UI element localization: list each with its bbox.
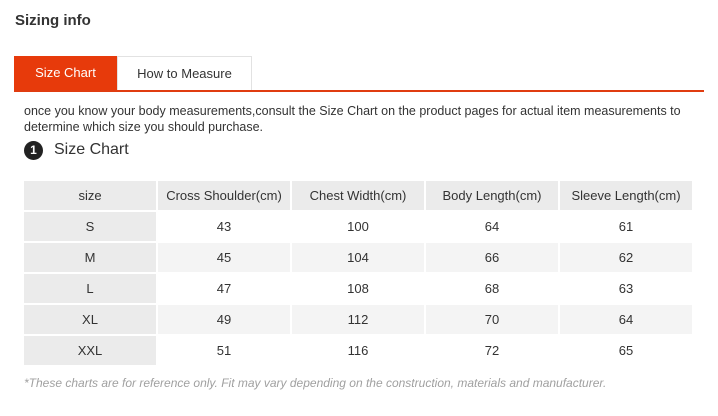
table-cell: 51: [158, 336, 290, 365]
size-cell: XXL: [24, 336, 156, 365]
column-header-cross-shoulder: Cross Shoulder(cm): [158, 181, 290, 210]
table-cell: 64: [560, 305, 692, 334]
size-cell: S: [24, 212, 156, 241]
table-row: XL 49 112 70 64: [24, 305, 692, 334]
tab-bar: Size Chart How to Measure: [14, 56, 704, 92]
table-cell: 72: [426, 336, 558, 365]
table-cell: 104: [292, 243, 424, 272]
table-cell: 62: [560, 243, 692, 272]
table-header-row: size Cross Shoulder(cm) Chest Width(cm) …: [24, 181, 692, 210]
table-cell: 70: [426, 305, 558, 334]
column-header-sleeve-length: Sleeve Length(cm): [560, 181, 692, 210]
size-cell: M: [24, 243, 156, 272]
section-title: Sizing info: [15, 12, 91, 29]
table-cell: 108: [292, 274, 424, 303]
table-row: M 45 104 66 62: [24, 243, 692, 272]
table-cell: 64: [426, 212, 558, 241]
table-cell: 43: [158, 212, 290, 241]
tab-size-chart[interactable]: Size Chart: [14, 56, 117, 90]
table-cell: 49: [158, 305, 290, 334]
size-chart-table: size Cross Shoulder(cm) Chest Width(cm) …: [22, 179, 694, 367]
column-header-chest-width: Chest Width(cm): [292, 181, 424, 210]
table-cell: 112: [292, 305, 424, 334]
table-cell: 68: [426, 274, 558, 303]
column-header-size: size: [24, 181, 156, 210]
size-cell: L: [24, 274, 156, 303]
table-cell: 45: [158, 243, 290, 272]
step-title: Size Chart: [54, 141, 129, 158]
table-cell: 65: [560, 336, 692, 365]
tab-how-to-measure[interactable]: How to Measure: [117, 56, 252, 90]
table-cell: 61: [560, 212, 692, 241]
step-number-badge: 1: [24, 140, 43, 160]
table-cell: 63: [560, 274, 692, 303]
table-cell: 116: [292, 336, 424, 365]
disclaimer-note: *These charts are for reference only. Fi…: [24, 376, 607, 390]
size-cell: XL: [24, 305, 156, 334]
intro-text: once you know your body measurements,con…: [24, 104, 681, 134]
table-cell: 47: [158, 274, 290, 303]
table-row: S 43 100 64 61: [24, 212, 692, 241]
table-row: L 47 108 68 63: [24, 274, 692, 303]
table-cell: 100: [292, 212, 424, 241]
table-cell: 66: [426, 243, 558, 272]
table-row: XXL 51 116 72 65: [24, 336, 692, 365]
column-header-body-length: Body Length(cm): [426, 181, 558, 210]
step-heading: 1 Size Chart: [24, 140, 129, 160]
